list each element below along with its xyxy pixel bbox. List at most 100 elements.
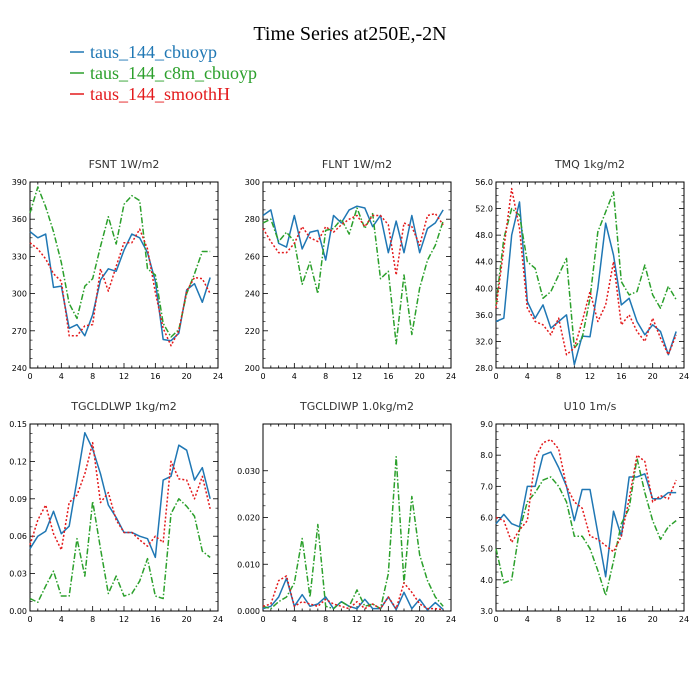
- x-tick-label: 4: [525, 615, 530, 624]
- x-tick-label: 0: [493, 615, 498, 624]
- series-line-smoothH: [29, 441, 211, 551]
- x-tick-label: 16: [150, 615, 160, 624]
- x-tick-label: 8: [323, 372, 328, 381]
- x-tick-label: 12: [585, 615, 595, 624]
- x-tick-label: 24: [213, 372, 223, 381]
- chart-panel-2: FLNT 1W/m2 0 4 8 12 16 20 24 200 220 240 260 280 300: [245, 158, 456, 381]
- x-tick-label: 24: [446, 615, 456, 624]
- x-tick-label: 20: [415, 615, 425, 624]
- x-tick-label: 24: [679, 615, 689, 624]
- x-tick-label: 12: [585, 372, 595, 381]
- x-tick-label: 16: [616, 372, 626, 381]
- x-tick-label: 16: [616, 615, 626, 624]
- plot-frame: [29, 423, 219, 612]
- plot-frame: [495, 423, 685, 612]
- x-tick-label: 0: [27, 372, 32, 381]
- panel-title: FLNT 1W/m2: [322, 158, 392, 171]
- x-tick-label: 12: [119, 615, 129, 624]
- x-tick-label: 24: [679, 372, 689, 381]
- x-tick-label: 20: [648, 372, 658, 381]
- legend: taus_144_cbuoyptaus_144_c8m_cbuoyptaus_1…: [70, 42, 257, 104]
- plot-frame: [495, 181, 685, 369]
- y-tick-label: 6.0: [480, 514, 493, 523]
- y-tick-label: 9.0: [480, 420, 493, 429]
- plot-frame: [29, 181, 219, 369]
- legend-entry-c8m_cbuoyp: taus_144_c8m_cbuoyp: [90, 63, 257, 83]
- y-tick-label: 32.0: [475, 337, 493, 346]
- legend-entry-cbuoyp: taus_144_cbuoyp: [90, 42, 217, 62]
- y-tick-label: 260: [245, 252, 260, 261]
- y-tick-label: 0.030: [237, 467, 260, 476]
- figure-title: Time Series at250E,-2N: [253, 23, 446, 45]
- series-line-c8m_cbuoyp: [262, 455, 444, 610]
- chart-panel-1: FSNT 1W/m2 0 4 8 12 16 20 24 240 270 300 330 360 390: [12, 158, 223, 381]
- y-tick-label: 8.0: [480, 451, 493, 460]
- y-tick-label: 52.0: [475, 205, 493, 214]
- panel-title: TMQ 1kg/m2: [554, 158, 625, 171]
- y-tick-label: 200: [245, 364, 260, 373]
- legend-entry-smoothH: taus_144_smoothH: [90, 84, 230, 104]
- x-tick-label: 4: [292, 372, 297, 381]
- x-tick-label: 4: [59, 615, 64, 624]
- series-line-smoothH: [29, 228, 211, 347]
- series-line-c8m_cbuoyp: [495, 191, 677, 349]
- y-tick-label: 270: [12, 327, 27, 336]
- x-tick-label: 8: [556, 615, 561, 624]
- plot-frame: [262, 181, 452, 369]
- plot-frame: [262, 423, 452, 612]
- series-line-c8m_cbuoyp: [29, 498, 211, 604]
- y-tick-label: 4.0: [480, 576, 493, 585]
- y-tick-label: 40.0: [475, 284, 493, 293]
- x-tick-label: 0: [27, 615, 32, 624]
- series-line-smoothH: [262, 212, 444, 276]
- x-tick-label: 16: [383, 372, 393, 381]
- y-tick-label: 280: [245, 215, 260, 224]
- chart-panels: FSNT 1W/m20 4 8 12 16 20 24240270300330360390F…: [9, 158, 689, 624]
- y-tick-label: 0.020: [237, 514, 260, 523]
- series-line-cbuoyp: [29, 431, 211, 559]
- series-line-cbuoyp: [262, 577, 444, 611]
- y-tick-label: 0.000: [237, 607, 260, 616]
- y-tick-label: 360: [12, 215, 27, 224]
- series-line-cbuoyp: [262, 205, 444, 261]
- y-tick-label: 0.06: [9, 532, 27, 541]
- x-tick-label: 8: [556, 372, 561, 381]
- x-tick-label: 12: [352, 372, 362, 381]
- x-tick-label: 20: [182, 615, 192, 624]
- x-tick-label: 12: [119, 372, 129, 381]
- y-tick-label: 5.0: [480, 545, 493, 554]
- series-line-smoothH: [262, 575, 444, 611]
- series-line-cbuoyp: [29, 231, 211, 342]
- chart-panel-4: TGCLDLWP 1kg/m2 0 4 8 12 16 20 24 0.00 0.03 0.06 0.…: [9, 400, 223, 624]
- x-tick-label: 16: [150, 372, 160, 381]
- series-line-cbuoyp: [495, 201, 677, 366]
- panel-title: FSNT 1W/m2: [89, 158, 160, 171]
- y-tick-label: 0.00: [9, 607, 27, 616]
- x-tick-label: 8: [90, 372, 95, 381]
- y-tick-label: 56.0: [475, 178, 493, 187]
- chart-panel-5: TGCLDIWP 1.0kg/m2 0 4 8 12 16 20 24 0.000 0.010 0.…: [237, 400, 456, 624]
- y-tick-label: 390: [12, 178, 27, 187]
- y-tick-label: 220: [245, 327, 260, 336]
- y-tick-label: 3.0: [480, 607, 493, 616]
- x-tick-label: 24: [213, 615, 223, 624]
- x-tick-label: 8: [323, 615, 328, 624]
- x-tick-label: 8: [90, 615, 95, 624]
- y-tick-label: 0.09: [9, 495, 27, 504]
- chart-panel-3: TMQ 1kg/m2 0 4 8 12 16 20 24 28.0 32.0 36.0 40.0 44.…: [475, 158, 689, 381]
- y-tick-label: 0.010: [237, 560, 260, 569]
- y-tick-label: 0.12: [9, 457, 27, 466]
- y-tick-label: 0.03: [9, 570, 27, 579]
- y-tick-label: 300: [12, 290, 27, 299]
- y-tick-label: 44.0: [475, 258, 493, 267]
- series-line-smoothH: [495, 438, 677, 553]
- chart-panel-6: U10 1m/s 0 4 8 12 16 20 24 3.0 4.0 5.0 6.0 7.0 8.0 9.0: [480, 400, 689, 624]
- x-tick-label: 24: [446, 372, 456, 381]
- x-tick-label: 20: [415, 372, 425, 381]
- y-tick-label: 240: [12, 364, 27, 373]
- panel-title: U10 1m/s: [564, 400, 617, 413]
- x-tick-label: 20: [182, 372, 192, 381]
- x-tick-label: 20: [648, 615, 658, 624]
- y-tick-label: 240: [245, 290, 260, 299]
